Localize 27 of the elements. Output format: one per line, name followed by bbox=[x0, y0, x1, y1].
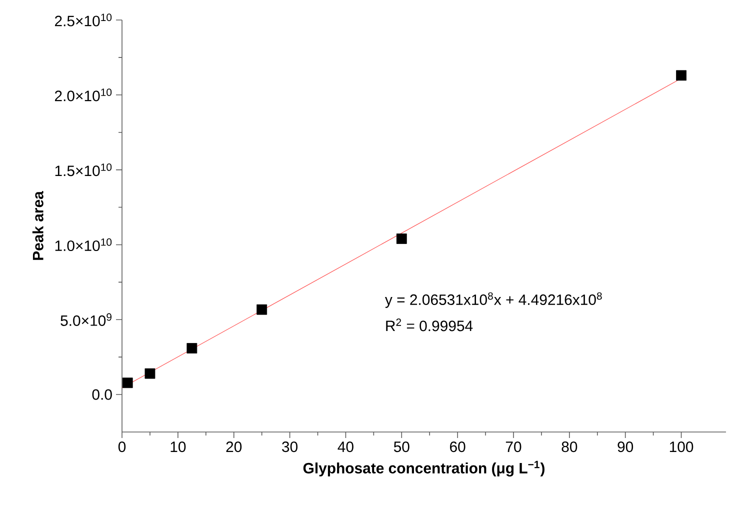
point bbox=[144, 368, 156, 379]
annotation: R$^{2}$ = 0.99954 bbox=[386, 318, 473, 332]
x-tick-label: 100 bbox=[670, 442, 694, 452]
y-tick-label: 1.0×10$^{10}$ bbox=[55, 238, 112, 252]
y-axis-title: Peak area bbox=[32, 191, 44, 260]
y-tick-label: 5.0×10$^{9}$ bbox=[60, 313, 112, 326]
x-axis-title: Glyphosate concentration (μg L$^{−1}$) bbox=[303, 460, 544, 476]
y-tick-label: 0.0 bbox=[92, 389, 112, 400]
x-tick-label: 20 bbox=[226, 442, 242, 452]
annotation: y = 2.06531x10$^{8}$x + 4.49216x10$^{8}$ bbox=[384, 292, 602, 308]
x-tick-label: 70 bbox=[506, 442, 522, 452]
x-tick-label: 80 bbox=[562, 442, 578, 452]
point bbox=[676, 70, 686, 81]
point bbox=[256, 304, 268, 315]
y-tick-label: 2.0×10$^{10}$ bbox=[54, 88, 112, 102]
point bbox=[396, 234, 407, 244]
x-tick-label: 50 bbox=[394, 442, 410, 452]
x-tick-label: 40 bbox=[338, 442, 354, 452]
point bbox=[122, 378, 133, 388]
y-tick-label: 2.5×10$^{10}$ bbox=[54, 14, 112, 26]
x-tick-label: 0 bbox=[118, 442, 126, 452]
x-tick-label: 90 bbox=[618, 442, 634, 452]
x-tick-label: 30 bbox=[282, 442, 298, 452]
point bbox=[186, 343, 198, 354]
x-tick-label: 60 bbox=[450, 442, 466, 452]
y-tick-label: 1.5×10$^{10}$ bbox=[55, 163, 112, 176]
x-tick-label: 10 bbox=[170, 442, 186, 452]
